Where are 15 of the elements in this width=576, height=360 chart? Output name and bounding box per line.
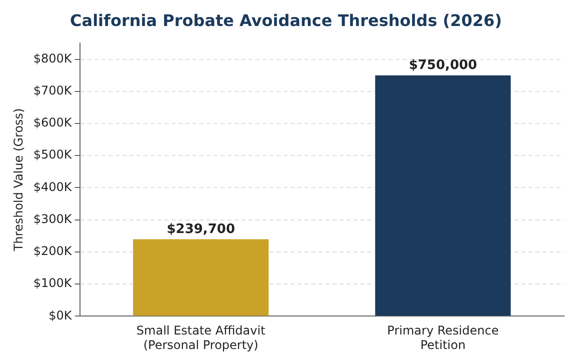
chart-title: California Probate Avoidance Thresholds (2026)	[70, 10, 502, 30]
data-label: $750,000	[408, 58, 478, 74]
y-tick-label: $300K	[33, 212, 73, 226]
y-tick-label: $800K	[33, 51, 73, 66]
x-tick-label: Primary Residence Petition	[387, 324, 499, 352]
y-tick-label: $700K	[33, 84, 73, 98]
x-tick-label: Small Estate Affidavit (Personal Property)	[136, 324, 266, 352]
y-tick-label: $0K	[48, 308, 73, 322]
y-tick-label: $100K	[33, 276, 73, 290]
y-tick-label: $400K	[33, 180, 73, 194]
data-label: $239,700	[166, 222, 235, 238]
y-axis-title: Threshold Value (Gross)	[11, 108, 26, 252]
y-tick-label: $500K	[33, 148, 73, 162]
y-tick-label: $600K	[33, 116, 73, 130]
y-tick-label: $200K	[33, 244, 73, 258]
